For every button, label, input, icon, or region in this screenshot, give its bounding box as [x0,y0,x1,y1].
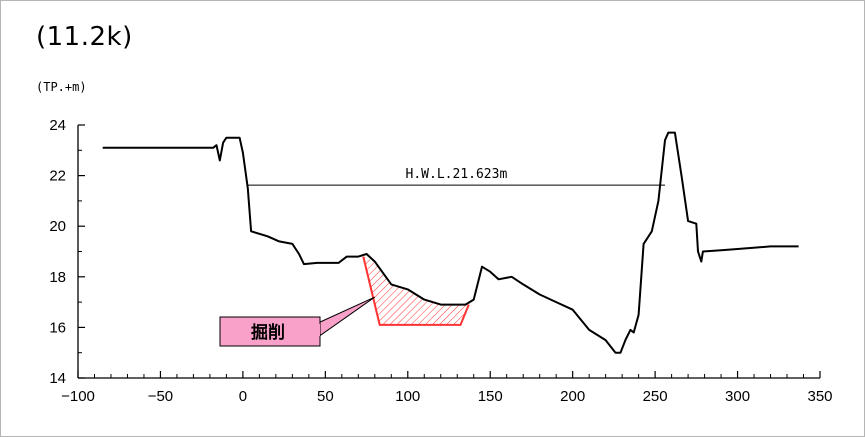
x-tick-label: −100 [61,388,95,405]
callout-pointer [317,296,376,338]
y-axis-unit-label: (TP.+m) [36,80,87,94]
x-tick-label: −50 [148,388,173,405]
x-tick-label: 150 [478,388,503,405]
y-tick-label: 16 [49,319,66,336]
x-tick-label: 0 [239,388,247,405]
y-tick-label: 24 [49,117,66,134]
x-tick-label: 100 [395,388,420,405]
x-tick-label: 50 [317,388,334,405]
ground-profile-line [102,131,799,354]
y-tick-label: 20 [49,218,66,235]
x-tick-label: 300 [725,388,750,405]
hwl-label: H.W.L.21.623m [406,167,508,182]
chart-title: (11.2k) [36,22,133,52]
excavation-hatch-area [363,256,469,325]
x-tick-label: 250 [643,388,668,405]
callout-box [219,316,321,347]
y-tick-label: 18 [49,269,66,286]
excavation-callout-label: 掘削 [251,322,285,343]
y-tick-label: 22 [49,168,66,185]
excavation-outline [362,256,470,326]
x-tick-label: 200 [560,388,585,405]
y-tick-label: 14 [49,370,66,387]
x-tick-label: 350 [807,388,832,405]
